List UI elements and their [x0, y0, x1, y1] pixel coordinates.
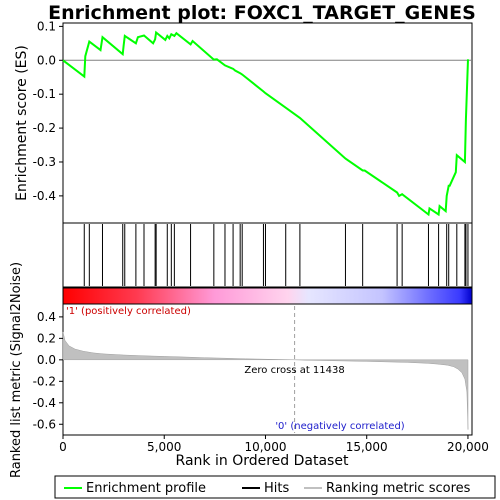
legend-label-profile: Enrichment profile [86, 481, 206, 496]
legend-label-hits: Hits [264, 481, 289, 496]
metric-y-tick-label: 0.2 [37, 331, 56, 345]
es-plot-frame [62, 22, 473, 224]
legend-frame [54, 475, 496, 499]
legend: Enrichment profile Hits Ranking metric s… [54, 475, 496, 499]
x-tick-label: 5,000 [147, 440, 181, 454]
x-tick-label: 10,000 [244, 440, 286, 454]
hit-markers [83, 224, 469, 286]
rank-bar-panel [62, 287, 473, 305]
x-tick-label: 20,000 [447, 440, 489, 454]
ranking-metric-area [62, 331, 469, 430]
x-tick-label: 15,000 [346, 440, 388, 454]
x-axis-title: Rank in Ordered Dataset [176, 453, 349, 469]
legend-label-metric: Ranking metric scores [326, 481, 471, 496]
x-axis: 0 5,000 10,000 15,000 20,000 [59, 435, 489, 454]
es-y-tick-label: 0.1 [37, 19, 56, 33]
metric-y-tick-label: 0.4 [37, 310, 56, 324]
es-y-axis: 0.1 0.0 -0.1 -0.2 -0.3 -0.4 [33, 19, 63, 203]
metric-y-tick-label: -0.2 [33, 374, 56, 388]
zero-cross-label: Zero cross at 11438 [244, 365, 344, 376]
enrichment-profile-line [62, 30, 469, 217]
positive-correlation-label: '1' (positively correlated) [66, 306, 191, 317]
es-y-tick-label: 0.0 [37, 53, 56, 67]
es-panel: 0.1 0.0 -0.1 -0.2 -0.3 -0.4 Enrichment score … [14, 19, 473, 224]
es-y-tick-label: -0.3 [33, 155, 56, 169]
metric-y-tick-label: 0.0 [37, 353, 56, 367]
metric-y-axis-title: Ranked list metric (Signal2Noise) [9, 262, 24, 478]
rank-color-bar [63, 288, 472, 304]
metric-y-tick-label: -0.6 [33, 417, 56, 431]
metric-y-tick-label: -0.4 [33, 396, 56, 410]
es-y-axis-title: Enrichment score (ES) [14, 45, 30, 201]
hits-panel [62, 222, 473, 288]
hits-frame [62, 222, 473, 288]
metric-plot-frame [62, 303, 473, 436]
es-y-tick-label: -0.4 [33, 189, 56, 203]
x-tick-label: 0 [59, 440, 67, 454]
es-y-tick-label: -0.2 [33, 121, 56, 135]
negative-correlation-label: '0' (negatively correlated) [275, 421, 404, 432]
metric-y-axis: 0.4 0.2 0.0 -0.2 -0.4 -0.6 [33, 310, 63, 431]
es-y-tick-label: -0.1 [33, 87, 56, 101]
metric-panel: 0.4 0.2 0.0 -0.2 -0.4 -0.6 0 5,000 10,000 15,000… [9, 262, 489, 478]
chart-title: Enrichment plot: FOXC1_TARGET_GENES [48, 2, 476, 24]
